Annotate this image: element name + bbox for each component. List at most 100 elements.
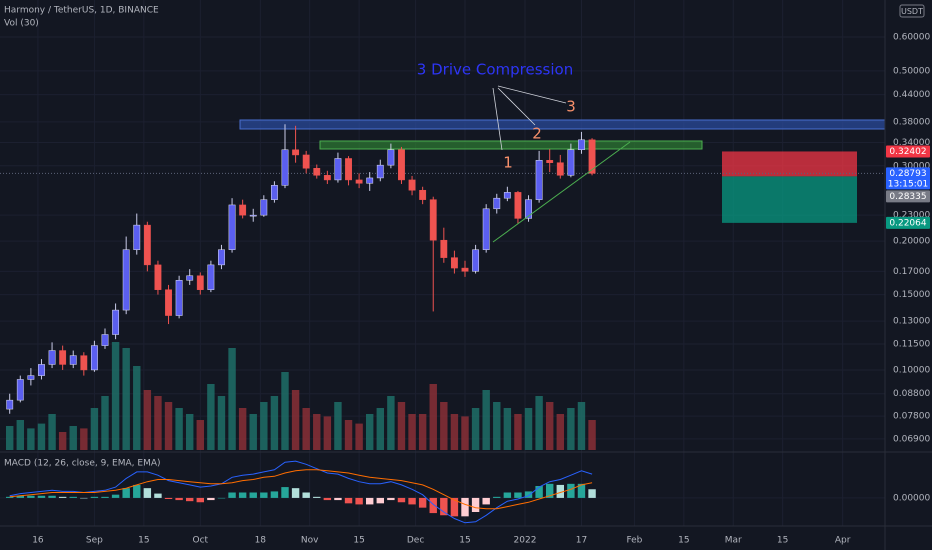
macd-hist-bar xyxy=(493,496,501,498)
volume-bar xyxy=(37,423,46,450)
x-tick-label: 15 xyxy=(138,536,149,546)
candle-body xyxy=(16,379,24,401)
volume-bar xyxy=(302,408,310,450)
candle-body xyxy=(313,168,321,176)
y-tick-label: 0.38000 xyxy=(893,117,930,127)
volume-bar xyxy=(577,402,586,450)
macd-hist-bar xyxy=(16,495,24,498)
macd-hist-bar xyxy=(535,486,543,498)
candle-body xyxy=(366,177,374,184)
candle-body xyxy=(165,289,172,316)
price-label: 0.28793 xyxy=(889,169,926,179)
volume-bar xyxy=(588,420,596,450)
volume-bar xyxy=(111,342,120,450)
volume-bar xyxy=(90,408,99,450)
macd-hist-bar xyxy=(196,497,204,503)
volume-pane xyxy=(6,342,596,450)
macd-hist-bar xyxy=(143,488,152,498)
macd-hist-bar xyxy=(429,497,437,514)
volume-bar xyxy=(546,402,554,450)
volume-bar xyxy=(270,396,279,450)
resistance-zone xyxy=(239,119,886,130)
candle-body xyxy=(429,199,437,241)
macd-hist-bar xyxy=(313,496,321,498)
candle-body xyxy=(514,192,522,219)
candle-body xyxy=(281,149,289,186)
price-label-box xyxy=(886,190,930,203)
axes: 0.60000 0.50000 0.44000 0.38000 0.34000 0.300… xyxy=(32,32,930,545)
volume-bar xyxy=(154,396,162,450)
macd-hist-bar xyxy=(482,497,490,505)
x-tick-label: 17 xyxy=(576,536,587,546)
drive-label: 1 xyxy=(503,154,513,172)
macd-hist-bar xyxy=(546,483,554,498)
candle-body xyxy=(334,158,342,181)
candle-body xyxy=(408,179,416,191)
volume-bar xyxy=(334,402,342,450)
volume-bar xyxy=(503,408,512,450)
macd-hist-bar xyxy=(164,497,173,499)
macd-hist-bar xyxy=(366,497,374,505)
macd-hist-bar xyxy=(281,487,289,498)
x-tick-label: Feb xyxy=(626,536,642,546)
macd-hist-bar xyxy=(6,496,14,498)
y-tick-label: 0.06900 xyxy=(893,434,930,444)
volume-bar xyxy=(69,426,77,450)
volume-bar xyxy=(260,402,268,450)
macd-hist-bar xyxy=(238,492,247,498)
candle-body xyxy=(207,264,215,290)
macd-hist-bar xyxy=(186,497,194,502)
volume-label: Vol (30) xyxy=(4,19,39,29)
volume-bar xyxy=(323,416,332,450)
macd-tick-label: 0.00000 xyxy=(893,493,930,503)
volume-bar xyxy=(207,384,215,450)
x-tick-label: 2022 xyxy=(514,536,537,546)
macd-hist-bar xyxy=(323,497,332,501)
macd-label: MACD (12, 26, close, 9, EMA, EMA) xyxy=(4,459,161,469)
candle-body xyxy=(376,164,384,179)
macd-hist-bar xyxy=(556,484,564,498)
y-tick-label: 0.13000 xyxy=(893,317,930,327)
signal-line xyxy=(9,469,593,510)
candle-body xyxy=(472,249,480,272)
candle-body xyxy=(556,162,564,176)
macd-hist-bar xyxy=(524,491,533,498)
macd-hist-bar xyxy=(461,497,469,517)
volume-bar xyxy=(238,408,247,450)
candle-body xyxy=(228,204,236,250)
macd-hist-bar xyxy=(260,492,268,498)
target-zone xyxy=(722,176,857,223)
macd-hist-bar xyxy=(514,492,522,498)
y-tick-label: 0.23000 xyxy=(893,211,930,221)
currency[interactable]: USDT xyxy=(901,7,923,16)
macd-hist-bar xyxy=(101,496,109,498)
macd-hist-bar xyxy=(302,492,310,498)
currency-badge[interactable] xyxy=(899,4,925,18)
macd-hist-bar xyxy=(154,493,162,498)
y-tick-label: 0.15000 xyxy=(893,290,930,300)
candle-body xyxy=(387,149,395,166)
macd-hist-bar xyxy=(450,497,459,517)
candle-body xyxy=(175,280,183,316)
x-tick-label: 15 xyxy=(353,536,364,546)
volume-bar xyxy=(6,426,14,450)
candle-body xyxy=(450,257,458,269)
support-zone xyxy=(319,140,703,150)
volume-bar xyxy=(387,396,395,450)
volume-bar xyxy=(196,420,204,450)
candle-body xyxy=(270,185,278,200)
price-label-box xyxy=(886,145,930,158)
candle-body xyxy=(355,179,363,184)
price-label-box xyxy=(886,167,930,190)
x-tick-label: 16 xyxy=(32,536,44,546)
candle-body xyxy=(112,309,120,335)
volume-bar xyxy=(408,414,416,450)
candle-body xyxy=(218,249,225,266)
candle-body xyxy=(239,204,247,216)
candles xyxy=(6,124,596,414)
volume-bar xyxy=(143,390,152,450)
macd-hist-bar xyxy=(175,497,183,501)
candle-body xyxy=(525,199,532,219)
volume-bar xyxy=(58,432,67,450)
